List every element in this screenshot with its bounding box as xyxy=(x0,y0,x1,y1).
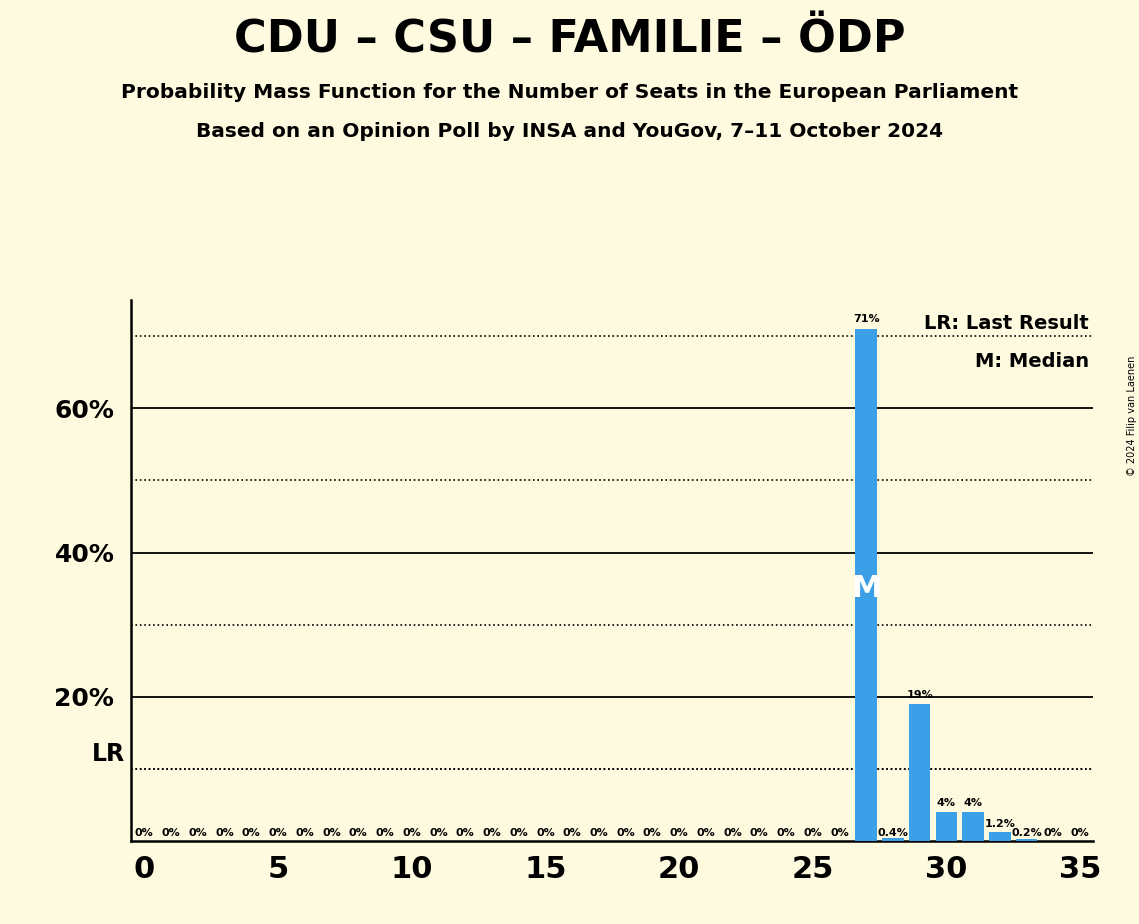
Text: 0%: 0% xyxy=(136,828,154,838)
Text: 0%: 0% xyxy=(1071,828,1089,838)
Text: 0%: 0% xyxy=(322,828,341,838)
Text: Probability Mass Function for the Number of Seats in the European Parliament: Probability Mass Function for the Number… xyxy=(121,83,1018,103)
Text: 0%: 0% xyxy=(429,828,448,838)
Text: 0%: 0% xyxy=(749,828,769,838)
Bar xyxy=(936,812,957,841)
Text: 19%: 19% xyxy=(907,690,933,700)
Text: 0%: 0% xyxy=(402,828,421,838)
Bar xyxy=(855,329,877,841)
Text: 0%: 0% xyxy=(670,828,688,838)
Text: 0%: 0% xyxy=(188,828,207,838)
Text: 0%: 0% xyxy=(509,828,528,838)
Text: M: M xyxy=(851,574,882,603)
Text: 0%: 0% xyxy=(349,828,368,838)
Text: 1.2%: 1.2% xyxy=(984,819,1015,829)
Text: 0%: 0% xyxy=(162,828,180,838)
Text: 0%: 0% xyxy=(563,828,582,838)
Text: 0%: 0% xyxy=(241,828,261,838)
Bar xyxy=(989,833,1010,841)
Text: M: Median: M: Median xyxy=(975,352,1089,371)
Text: Based on an Opinion Poll by INSA and YouGov, 7–11 October 2024: Based on an Opinion Poll by INSA and You… xyxy=(196,122,943,141)
Bar xyxy=(962,812,984,841)
Text: 0%: 0% xyxy=(456,828,475,838)
Text: 0%: 0% xyxy=(269,828,287,838)
Text: CDU – CSU – FAMILIE – ÖDP: CDU – CSU – FAMILIE – ÖDP xyxy=(233,18,906,62)
Text: 0%: 0% xyxy=(536,828,555,838)
Text: © 2024 Filip van Laenen: © 2024 Filip van Laenen xyxy=(1126,356,1137,476)
Text: LR: LR xyxy=(92,742,125,766)
Text: 0%: 0% xyxy=(295,828,314,838)
Text: 0%: 0% xyxy=(830,828,849,838)
Text: 4%: 4% xyxy=(964,798,983,808)
Text: 0%: 0% xyxy=(723,828,741,838)
Text: 0.2%: 0.2% xyxy=(1011,828,1042,838)
Text: LR: Last Result: LR: Last Result xyxy=(924,314,1089,333)
Text: 0%: 0% xyxy=(777,828,795,838)
Bar xyxy=(909,704,931,841)
Text: 0%: 0% xyxy=(1044,828,1063,838)
Bar xyxy=(1016,839,1038,841)
Text: 0%: 0% xyxy=(642,828,662,838)
Bar xyxy=(883,838,903,841)
Text: 4%: 4% xyxy=(937,798,956,808)
Text: 0.4%: 0.4% xyxy=(877,828,909,838)
Text: 0%: 0% xyxy=(696,828,715,838)
Text: 0%: 0% xyxy=(483,828,501,838)
Text: 71%: 71% xyxy=(853,314,879,324)
Text: 0%: 0% xyxy=(616,828,634,838)
Text: 0%: 0% xyxy=(376,828,394,838)
Text: 0%: 0% xyxy=(803,828,822,838)
Text: 0%: 0% xyxy=(215,828,233,838)
Text: 0%: 0% xyxy=(590,828,608,838)
